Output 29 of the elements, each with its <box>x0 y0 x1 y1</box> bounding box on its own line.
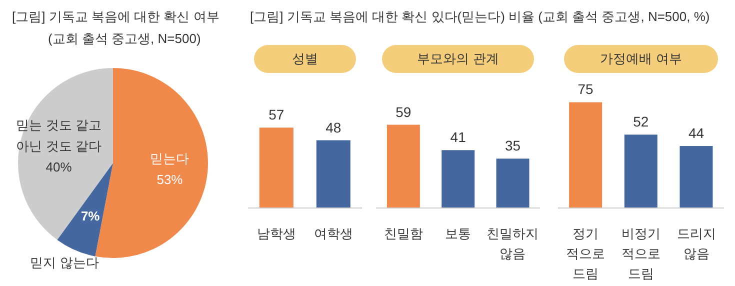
data-label: 57 <box>268 106 284 123</box>
chart-subtitle: 성별 <box>254 45 356 73</box>
x-tick-label: 친밀하지 않음 <box>486 226 539 261</box>
data-label: 41 <box>450 129 466 146</box>
data-label: 52 <box>633 114 649 130</box>
data-label: 40% <box>46 159 72 174</box>
data-label: 48 <box>326 119 342 136</box>
data-label: 53% <box>156 172 184 187</box>
slice-label: 믿지 않는다 <box>30 255 99 270</box>
text: [그림] 기독교 복음에 대한 확신 있다(믿는다) 비율 (교회 출석 중고생, N=500, %) <box>250 8 710 26</box>
chart-subtitle: 가정예배 여부 <box>564 45 718 73</box>
x-tick-label: 보통 <box>445 226 471 241</box>
x-tick-label: 남학생 <box>257 226 296 241</box>
x-tick-label: 친밀함 <box>384 226 423 241</box>
data-label: 7% <box>80 208 100 224</box>
data-label: 59 <box>396 104 412 120</box>
slice-label: 믿는다 <box>150 150 190 166</box>
x-tick-label: 드리지 않음 <box>676 226 716 261</box>
data-label: 75 <box>578 81 594 98</box>
chart-subtitle: 부모와의 관계 <box>382 45 534 73</box>
chart-subtitle: (교회 출석 중고생, N=500) <box>48 30 201 48</box>
pie-slice <box>18 68 113 240</box>
x-tick-label: 비정기 적으로 드림 <box>622 226 660 281</box>
data-label: 35 <box>504 138 521 154</box>
chart-title: [그림] 기독교 복음에 대한 확신 여부 <box>12 8 220 26</box>
data-label: 44 <box>688 124 704 141</box>
x-tick-label: 여학생 <box>314 226 353 241</box>
x-tick-label: 정기 적으로 드림 <box>566 226 606 281</box>
slice-label: 믿는 것도 같고 아닌 것도 같다 <box>16 117 102 154</box>
